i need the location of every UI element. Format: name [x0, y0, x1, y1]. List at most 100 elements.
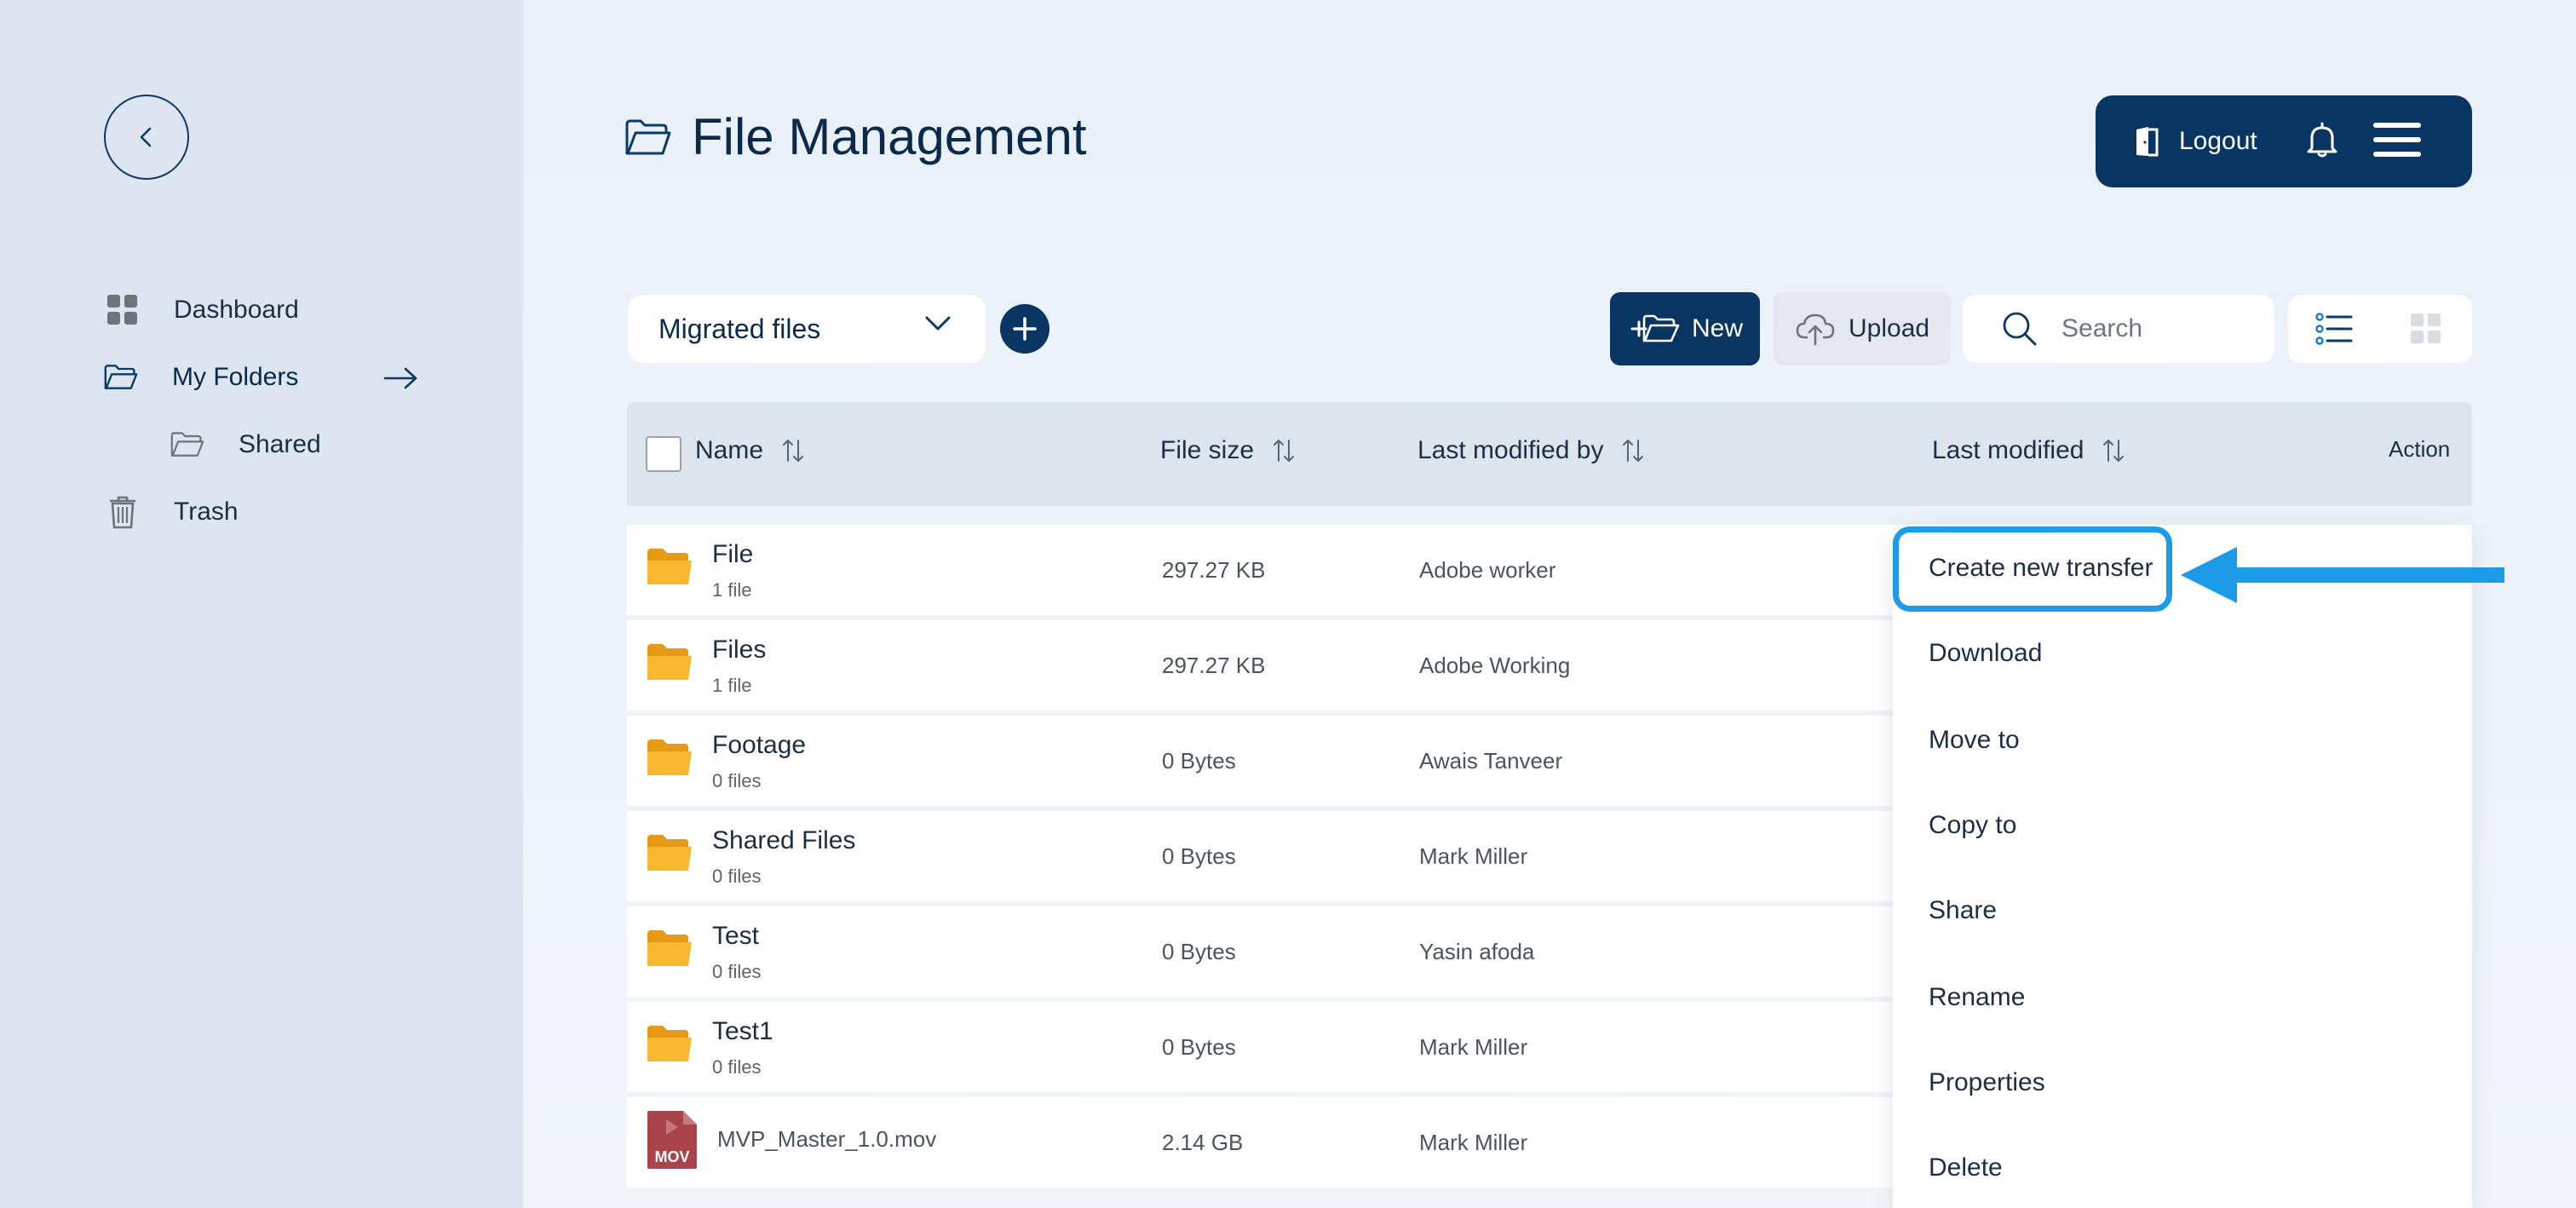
hamburger-menu-icon[interactable] [2372, 121, 2421, 163]
new-button[interactable]: New [1610, 292, 1760, 365]
sidebar-item-shared[interactable]: Shared [170, 428, 321, 462]
file-count: 0 files [712, 770, 762, 791]
list-view-button[interactable] [2288, 295, 2380, 363]
last-modified-by: Adobe Working [1419, 653, 1571, 678]
sidebar-item-trash[interactable]: Trash [106, 495, 239, 529]
file-size: 2.14 GB [1162, 1130, 1244, 1155]
sidebar-item-label: Shared [239, 430, 321, 458]
chevron-left-icon [140, 127, 152, 147]
file-name: Shared Files [712, 826, 856, 854]
file-size: 0 Bytes [1162, 939, 1236, 964]
sidebar-item-label: Dashboard [174, 296, 299, 324]
last-modified-by: Yasin afoda [1419, 939, 1535, 964]
file-count: 0 files [712, 866, 762, 887]
cloud-upload-icon [1796, 314, 1835, 346]
menu-item-delete[interactable]: Delete [1929, 1153, 2003, 1182]
column-header-last-modified-by[interactable]: Last modified by [1417, 436, 1644, 465]
column-label: File size [1160, 436, 1255, 464]
folder-icon [647, 644, 692, 680]
new-folder-icon [1630, 314, 1680, 342]
file-name: Footage [712, 731, 807, 759]
mov-badge-text: MOV [654, 1148, 689, 1165]
folder-icon [647, 1026, 692, 1061]
dashboard-grid-icon [106, 293, 140, 327]
search-icon [2003, 312, 2037, 346]
folder-icon [647, 930, 692, 966]
column-label: Last modified by [1417, 436, 1604, 464]
search-input[interactable] [2061, 314, 2249, 343]
sort-icon [1623, 440, 1644, 462]
sidebar-item-dashboard[interactable]: Dashboard [106, 293, 299, 327]
menu-item-create-new-transfer[interactable]: Create new transfer [1929, 554, 2153, 582]
folder-select-dropdown[interactable]: Migrated files [628, 295, 986, 363]
sidebar-item-label: Trash [174, 498, 239, 526]
folder-open-icon [104, 360, 138, 394]
menu-item-share[interactable]: Share [1929, 896, 1998, 924]
sidebar: Dashboard My Folders Shared [0, 0, 523, 1208]
file-name: File [712, 540, 754, 568]
header-actions: Logout [2096, 95, 2472, 187]
page-title-text: File Management [692, 108, 1087, 165]
last-modified-by: Mark Miller [1419, 1034, 1528, 1060]
dropdown-value: Migrated files [658, 313, 821, 344]
file-name: MVP_Master_1.0.mov [717, 1126, 937, 1152]
folder-icon [647, 835, 692, 871]
folder-icon [647, 549, 692, 584]
trash-icon [106, 495, 140, 529]
file-size: 0 Bytes [1162, 748, 1236, 774]
folder-open-icon [170, 428, 204, 462]
menu-item-rename[interactable]: Rename [1929, 983, 2026, 1011]
last-modified-by: Adobe worker [1419, 557, 1556, 583]
menu-item-download[interactable]: Download [1929, 639, 2043, 667]
column-label: Action [2389, 436, 2451, 462]
last-modified-by: Mark Miller [1419, 1130, 1528, 1155]
page-title: File Management [625, 107, 1087, 166]
file-count: 0 files [712, 961, 762, 982]
file-size: 297.27 KB [1162, 557, 1266, 583]
arrow-right-icon [383, 367, 417, 389]
file-name: Test [712, 922, 760, 950]
new-button-label: New [1692, 314, 1744, 342]
search-box [1963, 295, 2274, 363]
view-toggle [2288, 295, 2472, 363]
file-count: 0 files [712, 1056, 762, 1078]
highlight-outline [1893, 526, 2172, 612]
file-count: 1 file [712, 579, 752, 601]
folder-icon [647, 739, 692, 775]
file-name: Test1 [712, 1017, 773, 1045]
logout-label: Logout [2179, 127, 2257, 155]
menu-item-move-to[interactable]: Move to [1929, 726, 2020, 754]
mov-file-icon: MOV [647, 1111, 697, 1169]
file-size: 297.27 KB [1162, 653, 1266, 678]
menu-item-properties[interactable]: Properties [1929, 1068, 2045, 1096]
callout-arrow-icon [2181, 547, 2504, 603]
sort-icon [1274, 440, 1295, 462]
column-header-name[interactable]: Name [695, 436, 804, 465]
add-folder-button[interactable] [1000, 304, 1049, 354]
column-header-file-size[interactable]: File size [1160, 436, 1295, 465]
upload-button-label: Upload [1849, 314, 1930, 342]
file-size: 0 Bytes [1162, 843, 1236, 869]
folder-open-icon [625, 119, 671, 154]
upload-button[interactable]: Upload [1774, 292, 1951, 365]
last-modified-by: Awais Tanveer [1419, 748, 1563, 774]
menu-item-copy-to[interactable]: Copy to [1929, 811, 2017, 839]
logout-door-icon [2136, 127, 2159, 157]
select-all-checkbox[interactable] [646, 436, 681, 472]
grid-view-button[interactable] [2380, 295, 2472, 363]
plus-icon [1013, 317, 1037, 341]
sort-icon [783, 440, 804, 462]
sidebar-item-label: My Folders [172, 363, 299, 391]
back-button[interactable] [104, 95, 189, 180]
notifications-bell-icon[interactable] [2305, 121, 2339, 163]
table-header: Name File size Last modified by Last mod… [627, 402, 2472, 506]
file-count: 1 file [712, 675, 752, 696]
logout-button[interactable]: Logout [2133, 126, 2257, 157]
chevron-down-icon [925, 316, 951, 331]
context-menu: Create new transfer Download Move to Cop… [1893, 525, 2472, 1208]
sidebar-item-my-folders[interactable]: My Folders [104, 360, 298, 394]
grid-view-icon [2411, 314, 2441, 343]
sort-icon [2103, 440, 2125, 462]
column-header-last-modified[interactable]: Last modified [1932, 436, 2125, 465]
column-label: Last modified [1932, 436, 2084, 464]
